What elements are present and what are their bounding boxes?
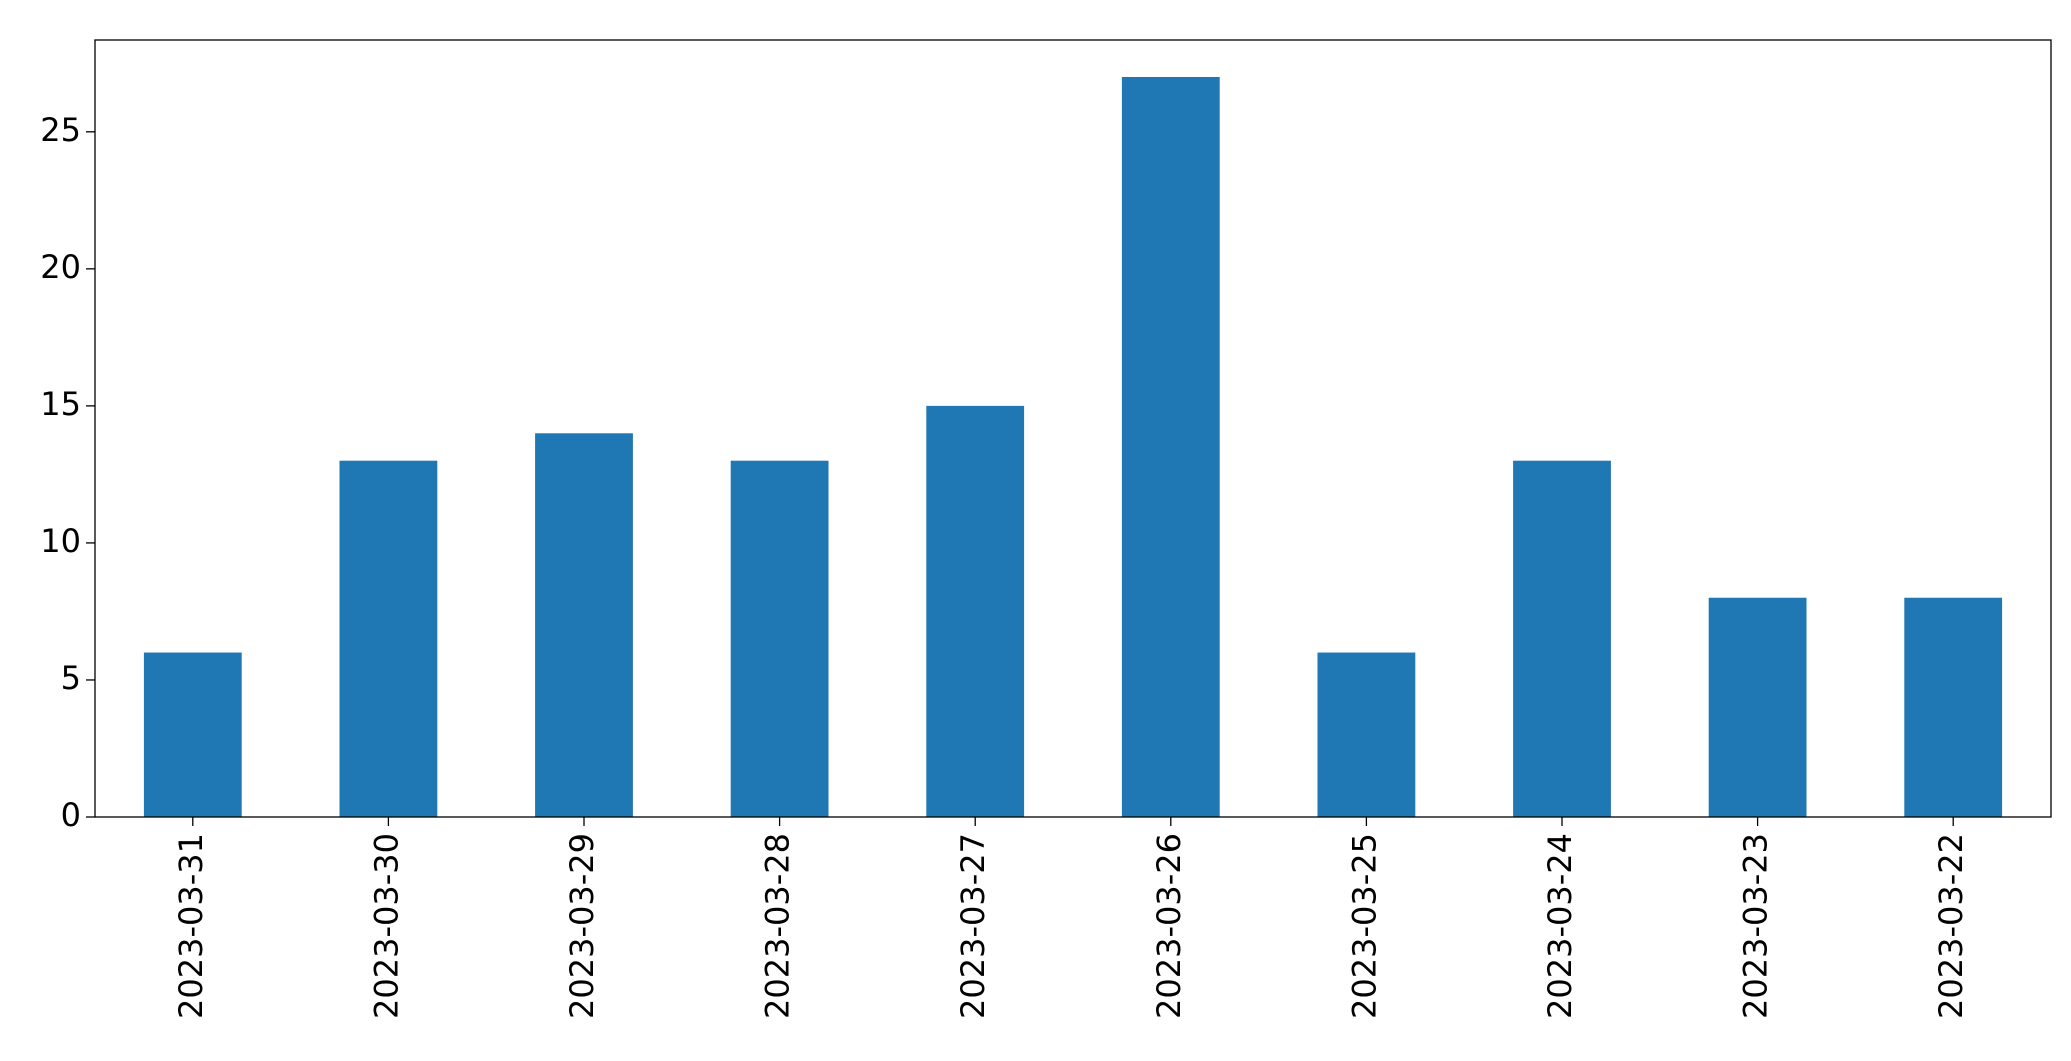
- x-tick-label: 2023-03-24: [1541, 833, 1579, 1019]
- bar: [730, 460, 829, 817]
- bar: [1317, 652, 1416, 817]
- y-tick-label: 25: [40, 111, 81, 149]
- x-tick-label: 2023-03-23: [1737, 833, 1775, 1019]
- bar: [1121, 77, 1220, 817]
- bar: [1513, 460, 1611, 817]
- bar: [535, 433, 633, 817]
- x-tick-label: 2023-03-25: [1345, 833, 1383, 1019]
- y-tick-label: 5: [61, 659, 81, 697]
- x-tick-label: 2023-03-28: [759, 833, 797, 1019]
- bar: [1904, 597, 2003, 817]
- y-tick-label: 0: [61, 796, 81, 834]
- plot-frame: [94, 39, 2052, 818]
- bar: [143, 652, 242, 817]
- bar: [926, 405, 1025, 817]
- y-tick-label: 20: [40, 248, 81, 286]
- bar: [1708, 597, 1807, 817]
- x-tick-label: 2023-03-27: [954, 833, 992, 1019]
- x-tick-label: 2023-03-29: [563, 833, 601, 1019]
- y-tick-label: 15: [40, 385, 81, 423]
- x-tick-label: 2023-03-30: [367, 833, 405, 1019]
- y-tick-label: 10: [40, 522, 81, 560]
- x-tick-label: 2023-03-22: [1932, 833, 1970, 1019]
- x-tick-label: 2023-03-31: [172, 833, 210, 1019]
- bar: [339, 460, 438, 817]
- x-tick-label: 2023-03-26: [1150, 833, 1188, 1019]
